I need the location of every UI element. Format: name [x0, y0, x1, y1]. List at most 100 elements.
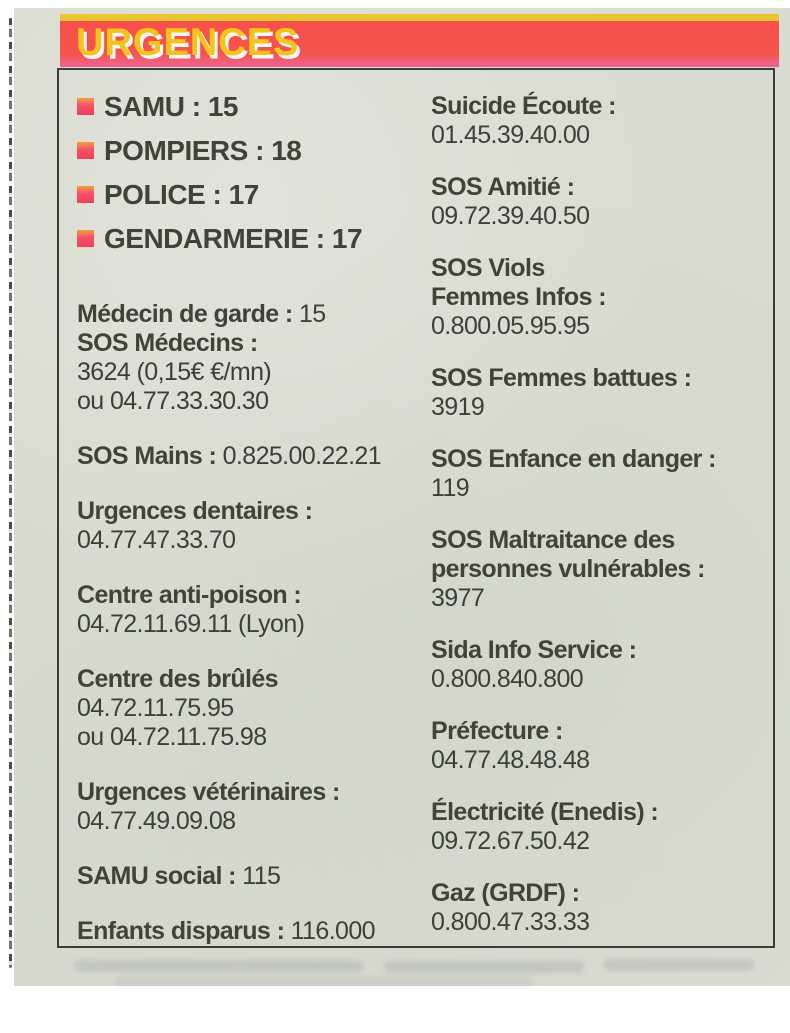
contact-label: SOS Maltraitance des — [431, 526, 675, 554]
contact-number: 0.825.00.22.21 — [216, 442, 382, 470]
contact-label: Centre anti-poison : — [77, 581, 302, 609]
contact-line: Sida Info Service : — [431, 636, 771, 665]
contact-line: 01.45.39.40.00 — [431, 121, 771, 150]
contact-label: Suicide Écoute : — [431, 92, 616, 120]
contact-label: Urgences dentaires : — [77, 497, 313, 525]
contact-entry: SAMU social : 115 — [77, 862, 422, 891]
contact-line: Préfecture : — [431, 717, 771, 746]
contact-line: Médecin de garde : 15 — [77, 300, 422, 329]
contact-entry: SOS Amitié :09.72.39.40.50 — [431, 173, 771, 231]
contact-line: 3624 (0,15€ €/mn) — [77, 358, 422, 387]
contact-line: Urgences dentaires : — [77, 497, 422, 526]
contact-line: Enfants disparus : 116.000 — [77, 917, 422, 946]
contact-number: 01.45.39.40.00 — [431, 121, 590, 149]
contact-line: SOS Viols — [431, 254, 771, 283]
contact-number: 15 — [292, 300, 326, 328]
contact-label: Urgences vétérinaires : — [77, 778, 340, 806]
contact-line: 119 — [431, 474, 771, 503]
contact-number: 04.77.49.09.08 — [77, 807, 236, 835]
newspaper-clipping: URGENCES SAMU : 15 POMPIERS : 18 POLICE : … — [14, 8, 790, 988]
contact-line: SAMU social : 115 — [77, 862, 422, 891]
contact-number: 04.77.47.33.70 — [77, 526, 236, 554]
contact-number: ou 04.72.11.75.98 — [77, 723, 267, 751]
contact-label: Gaz (GRDF) : — [431, 879, 580, 907]
contact-line: SOS Médecins : — [77, 329, 422, 358]
bleed-through-smudge — [74, 960, 364, 972]
contact-label: SOS Enfance en danger : — [431, 445, 716, 473]
contact-label: Sida Info Service : — [431, 636, 637, 664]
contact-entry: Gaz (GRDF) :0.800.47.33.33 — [431, 879, 771, 937]
contact-number: 3977 — [431, 584, 485, 612]
contact-line: Femmes Infos : — [431, 283, 771, 312]
emergency-contacts-box: SAMU : 15 POMPIERS : 18 POLICE : 17 GENDARM… — [57, 68, 775, 948]
contact-line: 04.77.48.48.48 — [431, 746, 771, 775]
emergency-item: POLICE : 17 — [77, 179, 422, 210]
red-square-bullet-icon — [77, 186, 94, 203]
contact-line: Suicide Écoute : — [431, 92, 771, 121]
contact-line: SOS Femmes battues : — [431, 364, 771, 393]
contact-number: 0.800.840.800 — [431, 665, 584, 693]
contact-line: SOS Enfance en danger : — [431, 445, 771, 474]
contact-line: 3977 — [431, 584, 771, 613]
section-header-bar: URGENCES — [60, 21, 779, 67]
contact-entry: Urgences vétérinaires :04.77.49.09.08 — [77, 778, 422, 836]
bleed-through-smudge — [384, 961, 584, 973]
spacer — [77, 268, 422, 300]
contact-number: 09.72.67.50.42 — [431, 827, 590, 855]
red-square-bullet-icon — [77, 98, 94, 115]
contact-entry: Centre des brûlés 04.72.11.75.95 ou 04.72.… — [77, 665, 422, 752]
contact-line: ou 04.72.11.75.98 — [77, 723, 422, 752]
contact-number: 3919 — [431, 393, 485, 421]
contact-number: 09.72.39.40.50 — [431, 202, 590, 230]
contact-number: 119 — [431, 474, 470, 502]
contact-number: 115 — [235, 862, 281, 890]
contact-label: SOS Médecins : — [77, 329, 258, 357]
contact-line: 0.800.47.33.33 — [431, 908, 771, 937]
contact-line: SOS Maltraitance des — [431, 526, 771, 555]
contact-line: ou 04.77.33.30.30 — [77, 387, 422, 416]
contact-number: 0.800.47.33.33 — [431, 908, 590, 936]
contact-label: Préfecture : — [431, 717, 563, 745]
contact-number: 04.72.11.75.95 — [77, 694, 234, 722]
contact-label: personnes vulnérables : — [431, 555, 705, 583]
contact-line: Gaz (GRDF) : — [431, 879, 771, 908]
contact-entry: Sida Info Service :0.800.840.800 — [431, 636, 771, 694]
left-entries: Médecin de garde : 15 SOS Médecins :3624 … — [77, 300, 422, 946]
emergency-item: GENDARMERIE : 17 — [77, 223, 422, 254]
contact-label: Femmes Infos : — [431, 283, 607, 311]
right-column: Suicide Écoute :01.45.39.40.00 SOS Amitié… — [431, 92, 771, 960]
contact-entry: SOS Mains : 0.825.00.22.21 — [77, 442, 422, 471]
contact-line: 04.72.11.75.95 — [77, 694, 422, 723]
contact-line: 04.77.49.09.08 — [77, 807, 422, 836]
contact-number: 3624 (0,15€ €/mn) — [77, 358, 272, 386]
contact-line: Électricité (Enedis) : — [431, 798, 771, 827]
emergency-item-label: POMPIERS : 18 — [104, 134, 302, 166]
contact-label: SOS Amitié : — [431, 173, 575, 201]
contact-line: 3919 — [431, 393, 771, 422]
contact-entry: SOS Femmes battues :3919 — [431, 364, 771, 422]
contact-line: 0.800.05.95.95 — [431, 312, 771, 341]
contact-label: Médecin de garde : — [77, 300, 293, 328]
contact-line: Centre anti-poison : — [77, 581, 422, 610]
contact-label: SOS Viols — [431, 254, 545, 282]
contact-number: 04.72.11.69.11 (Lyon) — [77, 610, 305, 638]
section-title: URGENCES — [76, 21, 300, 65]
contact-number: 0.800.05.95.95 — [431, 312, 590, 340]
emergency-item: SAMU : 15 — [77, 90, 422, 122]
right-entries: Suicide Écoute :01.45.39.40.00 SOS Amitié… — [431, 92, 771, 937]
contact-label: Enfants disparus : — [77, 917, 285, 945]
contact-line: 04.72.11.69.11 (Lyon) — [77, 610, 422, 639]
scan-fold-line — [9, 18, 12, 968]
contact-number: 04.77.48.48.48 — [431, 746, 590, 774]
contact-entry: Centre anti-poison :04.72.11.69.11 (Lyon… — [77, 581, 422, 639]
contact-line: 09.72.67.50.42 — [431, 827, 771, 856]
contact-number: 116.000 — [284, 917, 376, 945]
emergency-item-label: SAMU : 15 — [104, 90, 238, 122]
contact-label: Centre des brûlés — [77, 665, 279, 693]
contact-label: SAMU social : — [77, 862, 237, 890]
contact-entry: Préfecture :04.77.48.48.48 — [431, 717, 771, 775]
red-square-bullet-icon — [77, 142, 94, 159]
contact-entry: SOS Maltraitance des personnes vulnérable… — [431, 526, 771, 613]
red-square-bullet-icon — [77, 230, 94, 247]
contact-entry: Suicide Écoute :01.45.39.40.00 — [431, 92, 771, 150]
